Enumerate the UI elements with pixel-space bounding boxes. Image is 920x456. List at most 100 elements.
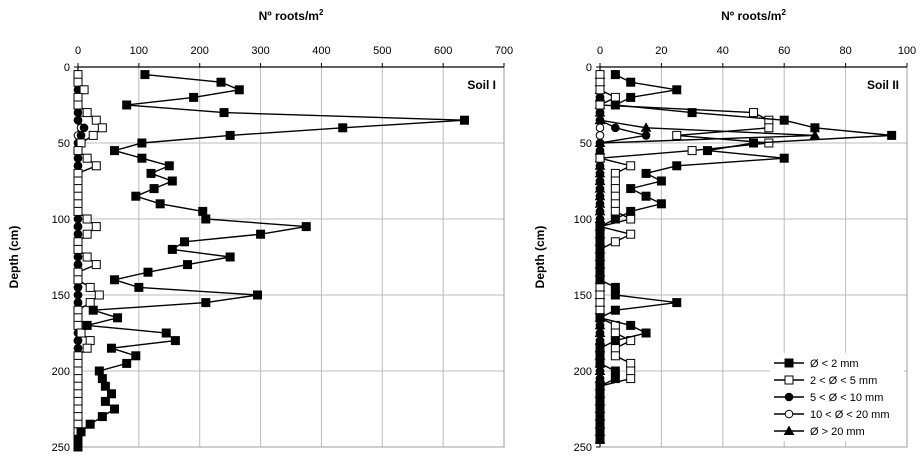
series-2 — [595, 70, 774, 444]
y-tick-label: 0 — [64, 62, 70, 74]
data-point — [809, 129, 821, 140]
data-point — [73, 358, 83, 368]
data-point — [595, 396, 605, 406]
data-point — [106, 343, 116, 353]
data-point — [610, 214, 620, 224]
data-point — [82, 343, 92, 353]
panel-1: 0 100 200 300 400 500 600 700 0 50 100 150 200 250 Nº … — [7, 8, 513, 454]
data-point — [225, 252, 235, 262]
data-point — [73, 374, 83, 384]
data-point — [779, 115, 789, 125]
data-point — [180, 237, 189, 247]
data-point — [73, 108, 83, 117]
y-tick-label: 150 — [574, 290, 592, 302]
data-point — [189, 92, 199, 102]
x-axis-title-superscript: 2 — [319, 8, 324, 17]
data-point — [626, 214, 636, 224]
data-point — [595, 381, 605, 391]
data-point — [88, 305, 98, 315]
data-point — [88, 130, 98, 140]
data-point — [97, 412, 107, 422]
data-point — [595, 282, 605, 292]
legend-swatch-marker — [784, 358, 794, 368]
data-point — [595, 184, 605, 193]
x-tick-label: 200 — [191, 45, 209, 57]
data-point — [140, 70, 150, 80]
data-point — [595, 176, 605, 186]
data-point — [887, 130, 897, 140]
data-point — [73, 252, 83, 262]
data-point — [301, 222, 311, 232]
data-point — [91, 222, 101, 232]
data-point — [595, 146, 605, 155]
data-point — [73, 206, 83, 216]
data-point — [595, 115, 605, 125]
data-point — [73, 396, 83, 406]
data-point — [76, 131, 86, 140]
data-point — [146, 168, 156, 178]
data-point — [595, 358, 605, 368]
data-point — [641, 328, 651, 338]
data-point — [76, 328, 86, 338]
data-point — [749, 108, 758, 118]
data-point — [764, 123, 774, 133]
series-line — [77, 73, 465, 447]
data-point — [595, 123, 605, 133]
series-1 — [595, 70, 897, 444]
data-point — [85, 298, 95, 308]
legend-swatch-marker — [784, 409, 794, 419]
data-point — [595, 252, 605, 262]
data-point — [672, 161, 682, 171]
plot-area-border — [77, 66, 505, 448]
data-point — [595, 336, 605, 345]
data-point — [687, 108, 697, 118]
data-point — [73, 290, 83, 300]
data-point — [595, 427, 605, 437]
data-point — [610, 206, 620, 216]
data-point — [610, 184, 620, 194]
x-tick-label: 20 — [655, 45, 667, 57]
panel-label: Soil I — [467, 78, 496, 92]
data-point — [73, 275, 83, 285]
data-point — [73, 366, 83, 376]
data-point — [626, 229, 636, 239]
data-point — [97, 374, 107, 384]
data-point — [641, 131, 651, 140]
data-point — [595, 351, 605, 361]
data-point — [610, 199, 620, 209]
data-point — [779, 153, 789, 163]
data-point — [626, 184, 636, 194]
y-tick-label: 150 — [52, 290, 70, 302]
data-point — [626, 358, 636, 368]
data-point — [73, 100, 83, 110]
data-point — [595, 93, 605, 102]
data-point — [73, 313, 83, 323]
data-point — [595, 419, 605, 429]
x-axis-title-superscript: 2 — [781, 8, 786, 17]
data-point — [626, 77, 636, 87]
data-point — [73, 92, 83, 102]
x-axis-title: Nº roots/m2 — [259, 8, 324, 23]
data-point — [595, 70, 605, 80]
data-point — [79, 85, 89, 95]
data-point — [91, 260, 101, 270]
data-point — [626, 374, 636, 384]
data-point — [256, 229, 266, 239]
legend-swatch-marker — [784, 392, 794, 402]
data-point — [113, 313, 123, 323]
data-point — [595, 244, 605, 254]
data-point — [73, 176, 83, 186]
data-point — [73, 283, 83, 292]
data-point — [73, 161, 83, 171]
data-point — [595, 298, 605, 308]
data-point — [595, 267, 605, 277]
data-point — [137, 138, 147, 148]
data-point — [82, 108, 92, 118]
data-point — [143, 267, 153, 277]
data-point — [656, 199, 666, 209]
y-tick-label: 250 — [52, 442, 70, 454]
data-point — [595, 290, 605, 300]
data-point — [702, 146, 712, 156]
y-tick-label: 100 — [52, 214, 70, 226]
